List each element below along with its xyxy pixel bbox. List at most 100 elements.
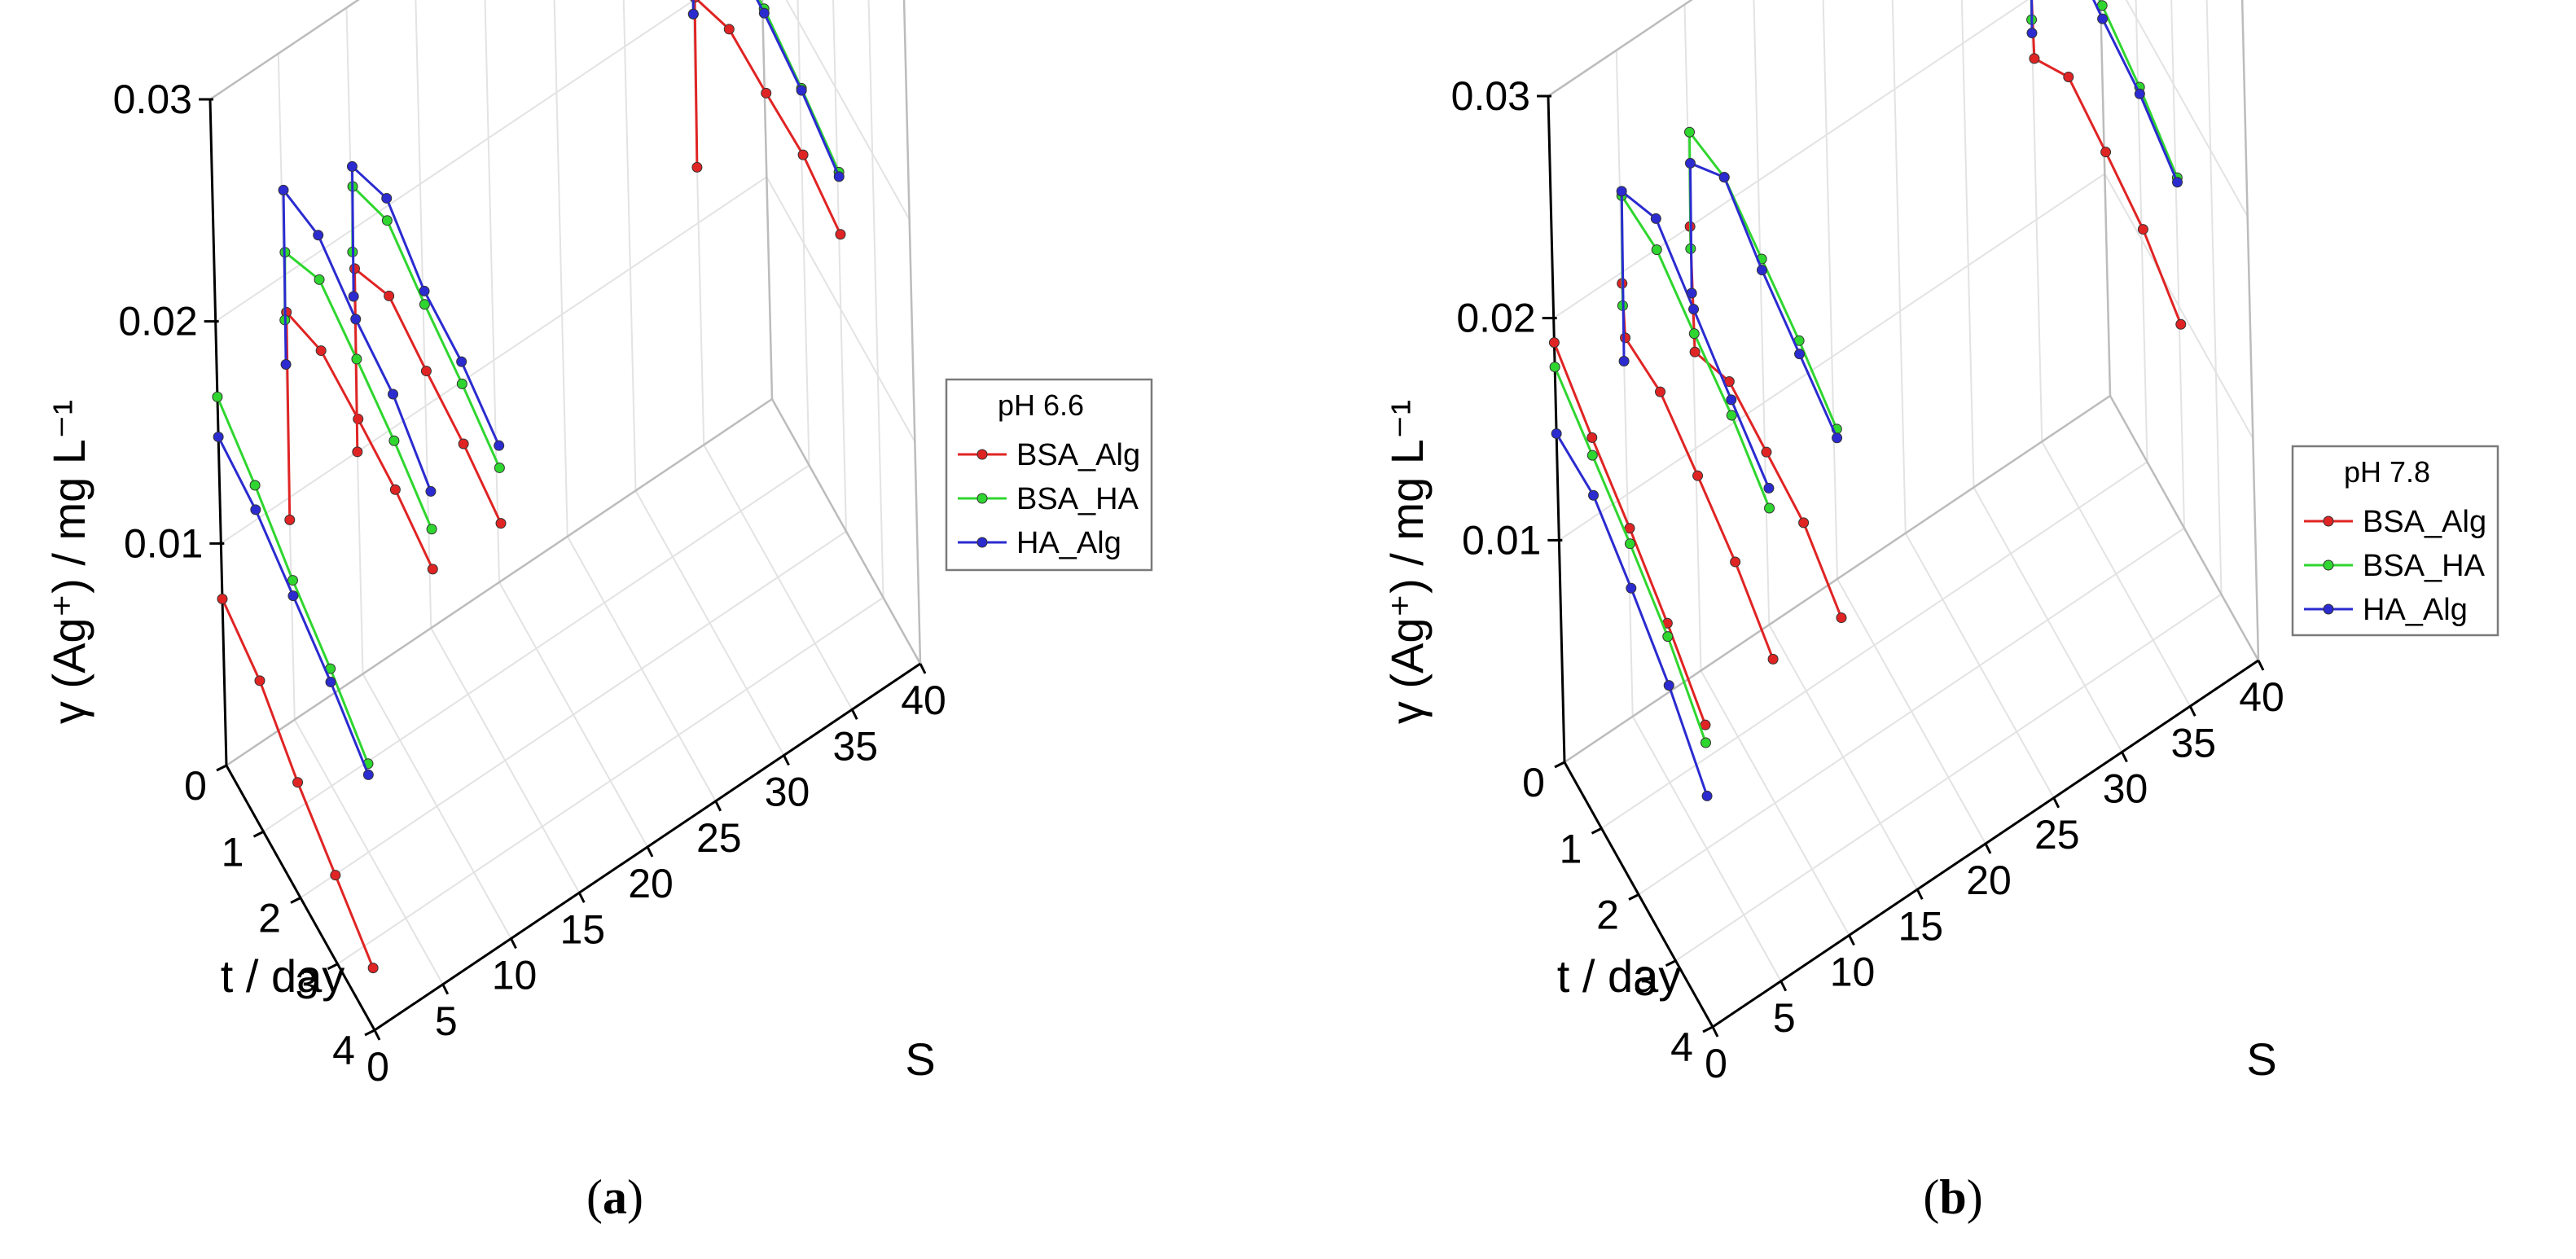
data-point — [1794, 349, 1806, 360]
series-line — [2030, 0, 2179, 178]
x-tick-label: 15 — [1898, 903, 1943, 949]
series-line — [282, 186, 432, 492]
data-point — [419, 285, 430, 296]
y-tick — [1591, 827, 1603, 835]
data-point — [389, 484, 401, 495]
data-point — [1757, 265, 1767, 276]
y-axis-label: t / day — [221, 950, 345, 1002]
data-point — [687, 8, 699, 20]
x-tick — [646, 846, 654, 858]
series-line — [1620, 188, 1771, 489]
y-tick-label: 3 — [1634, 959, 1657, 1004]
data-point — [287, 575, 298, 586]
data-point — [2175, 318, 2187, 330]
y-tick-label: 3 — [296, 962, 318, 1007]
data-point — [425, 485, 437, 497]
back-wall-gridline — [1753, 0, 1771, 625]
legend-swatch-marker — [976, 537, 988, 548]
x-tick-label: 40 — [2239, 674, 2284, 720]
data-point — [1836, 612, 1847, 624]
x-tick — [1711, 1026, 1719, 1037]
x-tick — [1780, 980, 1788, 992]
series-ha-alg — [1551, 0, 2183, 801]
data-point — [350, 314, 362, 325]
data-point — [1651, 244, 1662, 256]
x-tick-label: 30 — [2103, 766, 2148, 812]
x-tick — [510, 937, 517, 950]
data-point — [1798, 517, 1810, 529]
legend-title: pH 7.8 — [2344, 455, 2430, 489]
data-point — [1618, 355, 1630, 366]
data-point — [1761, 446, 1772, 458]
series-line — [1555, 432, 1709, 796]
x-tick-label: 0 — [366, 1044, 389, 1090]
data-point — [351, 353, 362, 365]
y-tick-label: 1 — [1560, 826, 1582, 871]
data-point — [325, 676, 336, 687]
x-tick — [1848, 934, 1855, 946]
x-tick — [2257, 660, 2265, 671]
data-point — [1688, 304, 1700, 315]
series-line — [1553, 342, 1707, 726]
legend-swatch-marker — [2323, 559, 2334, 571]
y-tick-label: 1 — [222, 829, 244, 875]
x-tick-label: 10 — [492, 953, 538, 998]
back-wall-gridline — [1558, 173, 2105, 542]
data-point — [1655, 386, 1666, 397]
data-point — [1686, 287, 1697, 299]
x-tick — [2188, 705, 2196, 717]
data-point — [1624, 538, 1635, 550]
data-point — [1692, 470, 1704, 481]
data-point — [1767, 653, 1779, 665]
floor-gridline — [1600, 461, 2148, 830]
z-tick-label: 0.01 — [1462, 517, 1541, 563]
side-wall-gridline — [766, 176, 916, 442]
y-tick — [1628, 893, 1639, 901]
x-tick-label: 25 — [2034, 812, 2080, 858]
x-tick-label: 40 — [901, 678, 946, 723]
x-tick-label: 20 — [1966, 858, 2012, 903]
x-tick-label: 35 — [832, 723, 878, 769]
data-point — [314, 274, 325, 285]
series-bsa-alg — [217, 0, 846, 974]
x-tick-label: 5 — [1773, 995, 1796, 1041]
legend-swatch-marker — [2323, 515, 2334, 527]
data-point — [278, 184, 289, 195]
data-point — [352, 446, 363, 458]
z-tick-label: 0.01 — [124, 520, 203, 566]
series-line — [217, 436, 370, 775]
data-point — [1684, 157, 1696, 169]
data-point — [381, 215, 393, 226]
side-wall-gridline — [785, 0, 911, 221]
x-tick-label: 15 — [560, 906, 605, 952]
back-wall-gridline — [622, 0, 637, 491]
z-tick-label: 0.02 — [1456, 296, 1535, 341]
data-point — [1763, 482, 1775, 494]
data-point — [388, 435, 400, 446]
data-point — [1548, 337, 1560, 349]
series-line — [2030, 0, 2183, 325]
x-tick-label: 25 — [696, 815, 742, 861]
legend-box — [2291, 445, 2499, 637]
data-point — [1586, 432, 1598, 443]
floor-gridline — [1638, 527, 2185, 896]
y-tick — [327, 963, 339, 971]
y-tick — [1554, 761, 1565, 769]
y-tick-label: 2 — [258, 896, 281, 941]
series-line — [350, 163, 501, 446]
box-edge — [2109, 395, 2260, 661]
y-axis-label: t / day — [1557, 950, 1682, 1002]
x-tick — [783, 754, 790, 766]
back-wall-gridline — [1822, 0, 1838, 580]
x-tick-label: 5 — [435, 998, 458, 1044]
side-wall-gridline — [2104, 173, 2254, 439]
data-point — [2063, 72, 2074, 83]
back-wall-gridline — [1960, 0, 1975, 488]
back-wall-gridline — [1891, 0, 1907, 533]
x-tick — [373, 1029, 381, 1041]
data-point — [1726, 394, 1737, 406]
data-point — [367, 963, 379, 974]
